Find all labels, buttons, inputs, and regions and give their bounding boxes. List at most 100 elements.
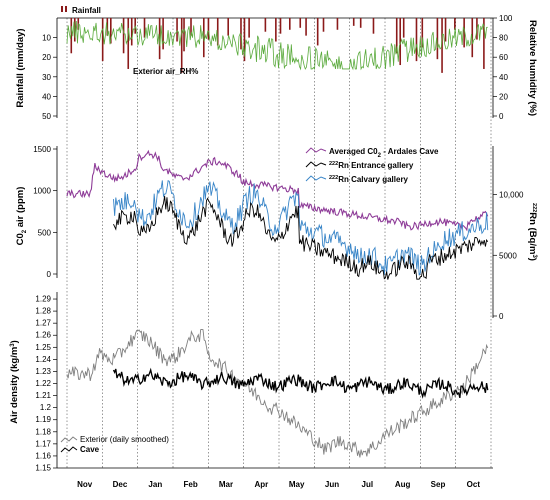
radon-tick-label: 10,000 [499, 191, 524, 200]
co2-tick-label: 500 [38, 228, 52, 237]
rh-line [66, 20, 488, 71]
co2-averaged-line [66, 149, 489, 232]
rainfall-bar [110, 18, 112, 44]
rh-tick-label: 100 [499, 14, 513, 23]
rainfall-bar [336, 18, 339, 30]
month-label: Sep [431, 480, 446, 489]
rh-tick-label: 20 [499, 92, 508, 101]
density-axis-label: Air density (kg/m3) [9, 340, 20, 424]
density-tick-label: 1.22 [35, 379, 51, 388]
radon-entrance-line [113, 195, 489, 280]
rainfall-bar [143, 18, 146, 38]
co2-radon-panel [53, 146, 497, 318]
rainfall-legend-swatch [65, 6, 67, 12]
rainfall-bar [441, 18, 443, 73]
month-label: Apr [254, 480, 268, 489]
rainfall-bar [288, 18, 291, 30]
rainfall-bar [106, 18, 109, 36]
rainfall-axis-label: Rainfall (mm/day) [15, 28, 26, 107]
rainfall-bar [180, 18, 183, 73]
rainfall-tick-label: 30 [42, 73, 51, 82]
rainfall-bar [190, 18, 192, 36]
radon-calvary-line [113, 180, 489, 276]
rainfall-bar [402, 18, 405, 38]
legend-swatch [60, 436, 78, 443]
rainfall-bar [421, 18, 424, 48]
rh-tick-label: 60 [499, 53, 508, 62]
density-tick-label: 1.29 [35, 295, 51, 304]
rainfall-bar [454, 18, 456, 30]
month-label: Jan [148, 480, 162, 489]
rainfall-bar [70, 18, 73, 54]
co2-axis-label: C02 air (ppm) [15, 187, 28, 246]
exterior-density-line [66, 329, 489, 458]
density-tick-label: 1.19 [35, 415, 51, 424]
rainfall-legend-label: Rainfall [72, 6, 101, 15]
rainfall-bar [176, 18, 178, 42]
cave-density-line [112, 367, 489, 399]
rainfall-bar [305, 18, 307, 36]
rainfall-tick-label: 20 [42, 53, 51, 62]
density-tick-label: 1.25 [35, 343, 51, 352]
legend-swatch [60, 446, 78, 453]
radon-entrance-legend-label: 222Rn Entrance gallery [329, 161, 414, 170]
rh-tick-label: 80 [499, 34, 508, 43]
month-label: Oct [467, 480, 481, 489]
co2-tick-label: 1500 [33, 145, 51, 154]
rainfall-bar [299, 18, 302, 28]
rainfall-bar [444, 18, 447, 42]
rainfall-bar [436, 18, 439, 60]
rh-tick-label: 0 [499, 112, 504, 121]
rainfall-bar [359, 18, 362, 28]
rainfall-bar [227, 18, 229, 36]
rh-legend-label: Exterior air_RH% [133, 67, 198, 76]
rainfall-bar [316, 18, 319, 46]
month-label: Jun [325, 480, 339, 489]
density-tick-label: 1.21 [35, 391, 51, 400]
legend-swatch [305, 175, 327, 182]
exterior-legend-label: Exterior (daily smoothed) [80, 435, 169, 444]
rainfall-bar [395, 18, 398, 54]
rh-tick-label: 40 [499, 73, 508, 82]
cave-legend-label: Cave [80, 445, 100, 454]
density-tick-label: 1.24 [35, 355, 51, 364]
rainfall-tick-label: 40 [42, 92, 51, 101]
rainfall-bar [275, 18, 277, 42]
rainfall-bar [127, 18, 130, 69]
rainfall-bar [399, 18, 402, 66]
rainfall-bar [415, 18, 418, 62]
rainfall-bar [183, 18, 185, 52]
month-label: Feb [184, 480, 198, 489]
rainfall-bar [101, 18, 104, 62]
month-label: May [289, 480, 305, 489]
month-label: Nov [77, 480, 93, 489]
rainfall-bar [372, 18, 375, 34]
co2-legend-label: Averaged C02 - Ardales Cave [329, 147, 439, 159]
rainfall-legend-swatch [61, 6, 63, 12]
density-tick-label: 1.27 [35, 319, 51, 328]
radon-tick-label: 5000 [499, 251, 517, 260]
density-tick-label: 1.2 [40, 403, 52, 412]
rainfall-rh-panel [53, 17, 497, 118]
radon-axis-label: 222Rn (Bq/m3) [527, 203, 538, 261]
rainfall-bar [130, 18, 133, 46]
radon-calvary-legend-label: 222Rn Calvary gallery [329, 175, 409, 184]
rainfall-bar [207, 18, 210, 40]
air-density-panel [53, 292, 493, 469]
density-tick-label: 1.26 [35, 331, 51, 340]
rainfall-bar [483, 18, 485, 69]
month-label: Dec [113, 480, 128, 489]
rainfall-bar [243, 18, 246, 62]
density-tick-label: 1.18 [35, 427, 51, 436]
rainfall-bar [264, 18, 267, 32]
density-tick-label: 1.15 [35, 464, 51, 473]
rainfall-bar [162, 18, 164, 50]
radon-tick-label: 0 [499, 312, 504, 321]
rh-axis-label: Relative humidity (%) [527, 20, 538, 116]
rainfall-bar [248, 18, 250, 38]
rainfall-bar [352, 18, 355, 26]
co2-tick-label: 0 [47, 270, 52, 279]
rainfall-bar [463, 18, 465, 48]
density-tick-label: 1.23 [35, 367, 51, 376]
